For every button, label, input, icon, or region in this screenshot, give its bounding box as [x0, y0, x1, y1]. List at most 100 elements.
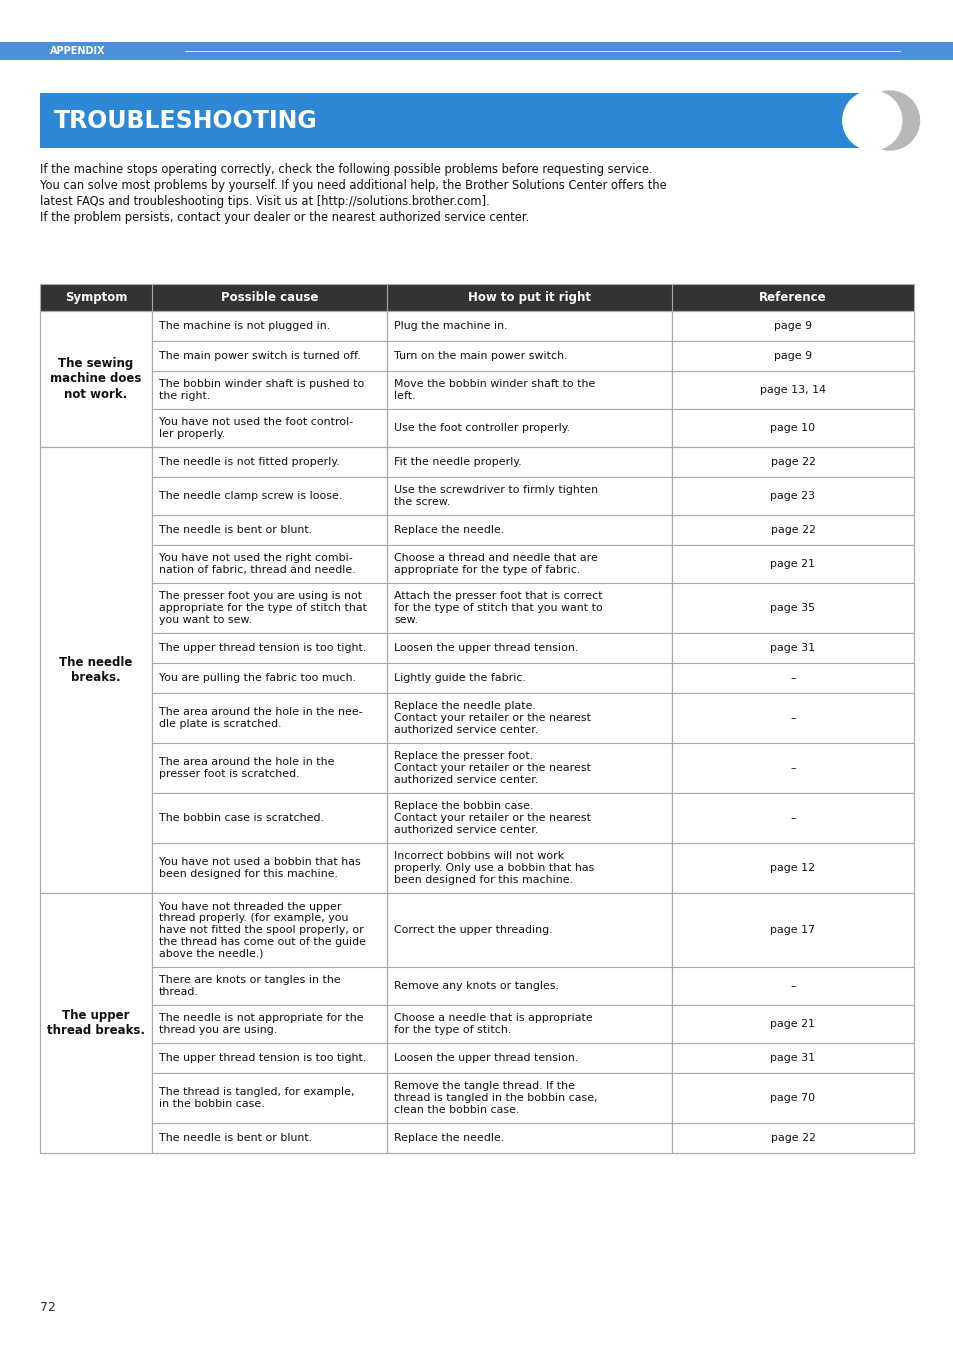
- Bar: [152, 1043, 387, 1072]
- Bar: [387, 633, 671, 662]
- Bar: [387, 478, 671, 515]
- Text: Replace the presser foot.
Contact your retailer or the nearest
authorized servic: Replace the presser foot. Contact your r…: [394, 751, 590, 785]
- Text: The area around the hole in the nee-
dle plate is scratched.: The area around the hole in the nee- dle…: [159, 707, 362, 728]
- Bar: [152, 1122, 387, 1153]
- Text: The upper
thread breaks.: The upper thread breaks.: [47, 1009, 145, 1037]
- Bar: [671, 1122, 913, 1153]
- Text: Move the bobbin winder shaft to the
left.: Move the bobbin winder shaft to the left…: [394, 379, 595, 401]
- Bar: [387, 409, 671, 447]
- Text: You have not used the foot control-
ler properly.: You have not used the foot control- ler …: [159, 417, 353, 438]
- Bar: [671, 447, 913, 478]
- Text: Loosen the upper thread tension.: Loosen the upper thread tension.: [394, 643, 578, 653]
- Text: You have not used the right combi-
nation of fabric, thread and needle.: You have not used the right combi- natio…: [159, 553, 355, 575]
- Text: Use the foot controller properly.: Use the foot controller properly.: [394, 424, 569, 433]
- Bar: [387, 371, 671, 409]
- Bar: [671, 341, 913, 371]
- Text: Attach the presser foot that is correct
for the type of stitch that you want to
: Attach the presser foot that is correct …: [394, 591, 602, 625]
- Bar: [152, 1072, 387, 1122]
- Text: page 31: page 31: [770, 1054, 815, 1063]
- Bar: [387, 1005, 671, 1043]
- Text: latest FAQs and troubleshooting tips. Visit us at [http://solutions.brother.com]: latest FAQs and troubleshooting tips. Vi…: [40, 196, 489, 208]
- Text: page 21: page 21: [770, 558, 815, 569]
- Bar: [671, 633, 913, 662]
- Bar: [152, 515, 387, 545]
- Bar: [387, 447, 671, 478]
- Bar: [671, 843, 913, 893]
- Bar: [152, 312, 387, 341]
- Bar: [387, 893, 671, 967]
- Text: page 10: page 10: [770, 424, 815, 433]
- Text: Replace the bobbin case.
Contact your retailer or the nearest
authorized service: Replace the bobbin case. Contact your re…: [394, 801, 590, 835]
- Bar: [40, 285, 913, 312]
- Text: page 35: page 35: [770, 603, 815, 612]
- Text: –: –: [789, 714, 795, 723]
- Text: page 22: page 22: [770, 1133, 815, 1143]
- Bar: [387, 545, 671, 583]
- Bar: [40, 447, 152, 893]
- Text: Fit the needle properly.: Fit the needle properly.: [394, 457, 521, 467]
- Text: The needle
breaks.: The needle breaks.: [59, 656, 132, 684]
- Bar: [152, 843, 387, 893]
- Text: The sewing
machine does
not work.: The sewing machine does not work.: [51, 357, 142, 401]
- Text: Replace the needle.: Replace the needle.: [394, 525, 504, 536]
- Bar: [152, 371, 387, 409]
- Bar: [387, 341, 671, 371]
- Text: Reference: Reference: [759, 291, 826, 304]
- Text: Choose a needle that is appropriate
for the type of stitch.: Choose a needle that is appropriate for …: [394, 1013, 592, 1035]
- Bar: [387, 843, 671, 893]
- Text: The main power switch is turned off.: The main power switch is turned off.: [159, 351, 360, 362]
- Text: The needle is not appropriate for the
thread you are using.: The needle is not appropriate for the th…: [159, 1013, 363, 1035]
- Text: Replace the needle.: Replace the needle.: [394, 1133, 504, 1143]
- Text: The bobbin winder shaft is pushed to
the right.: The bobbin winder shaft is pushed to the…: [159, 379, 364, 401]
- Bar: [152, 793, 387, 843]
- Text: page 23: page 23: [770, 491, 815, 500]
- Bar: [387, 693, 671, 743]
- Bar: [40, 312, 152, 447]
- Text: Plug the machine in.: Plug the machine in.: [394, 321, 507, 331]
- Text: The needle is not fitted properly.: The needle is not fitted properly.: [159, 457, 339, 467]
- Bar: [40, 93, 859, 148]
- Text: You have not threaded the upper
thread properly. (for example, you
have not fitt: You have not threaded the upper thread p…: [159, 901, 366, 958]
- Bar: [671, 693, 913, 743]
- Bar: [671, 967, 913, 1005]
- Text: The needle is bent or blunt.: The needle is bent or blunt.: [159, 1133, 312, 1143]
- Text: page 17: page 17: [770, 925, 815, 935]
- Bar: [671, 1005, 913, 1043]
- Text: The machine is not plugged in.: The machine is not plugged in.: [159, 321, 330, 331]
- Text: The upper thread tension is too tight.: The upper thread tension is too tight.: [159, 643, 366, 653]
- Bar: [152, 478, 387, 515]
- Bar: [387, 1122, 671, 1153]
- Text: –: –: [789, 764, 795, 773]
- Text: page 9: page 9: [773, 351, 811, 362]
- Text: page 70: page 70: [770, 1093, 815, 1103]
- Bar: [387, 583, 671, 633]
- Bar: [152, 1005, 387, 1043]
- Text: Remove the tangle thread. If the
thread is tangled in the bobbin case,
clean the: Remove the tangle thread. If the thread …: [394, 1082, 597, 1114]
- Text: page 13, 14: page 13, 14: [760, 384, 825, 395]
- Bar: [387, 312, 671, 341]
- Text: Choose a thread and needle that are
appropriate for the type of fabric.: Choose a thread and needle that are appr…: [394, 553, 598, 575]
- Text: –: –: [789, 813, 795, 823]
- Text: page 22: page 22: [770, 457, 815, 467]
- Bar: [671, 1072, 913, 1122]
- Circle shape: [860, 90, 919, 150]
- Bar: [671, 545, 913, 583]
- Text: –: –: [789, 673, 795, 683]
- Bar: [387, 743, 671, 793]
- Text: The needle clamp screw is loose.: The needle clamp screw is loose.: [159, 491, 342, 500]
- Bar: [152, 893, 387, 967]
- Text: TROUBLESHOOTING: TROUBLESHOOTING: [54, 108, 317, 132]
- Text: The upper thread tension is too tight.: The upper thread tension is too tight.: [159, 1054, 366, 1063]
- Bar: [387, 515, 671, 545]
- Text: The bobbin case is scratched.: The bobbin case is scratched.: [159, 813, 323, 823]
- Text: Incorrect bobbins will not work
properly. Only use a bobbin that has
been design: Incorrect bobbins will not work properly…: [394, 851, 594, 885]
- Bar: [671, 515, 913, 545]
- Text: Use the screwdriver to firmly tighten
the screw.: Use the screwdriver to firmly tighten th…: [394, 486, 598, 507]
- Text: The needle is bent or blunt.: The needle is bent or blunt.: [159, 525, 312, 536]
- Bar: [671, 743, 913, 793]
- Text: The thread is tangled, for example,
in the bobbin case.: The thread is tangled, for example, in t…: [159, 1087, 355, 1109]
- Bar: [387, 1043, 671, 1072]
- Text: Replace the needle plate.
Contact your retailer or the nearest
authorized servic: Replace the needle plate. Contact your r…: [394, 701, 590, 735]
- Text: –: –: [789, 981, 795, 992]
- Text: page 9: page 9: [773, 321, 811, 331]
